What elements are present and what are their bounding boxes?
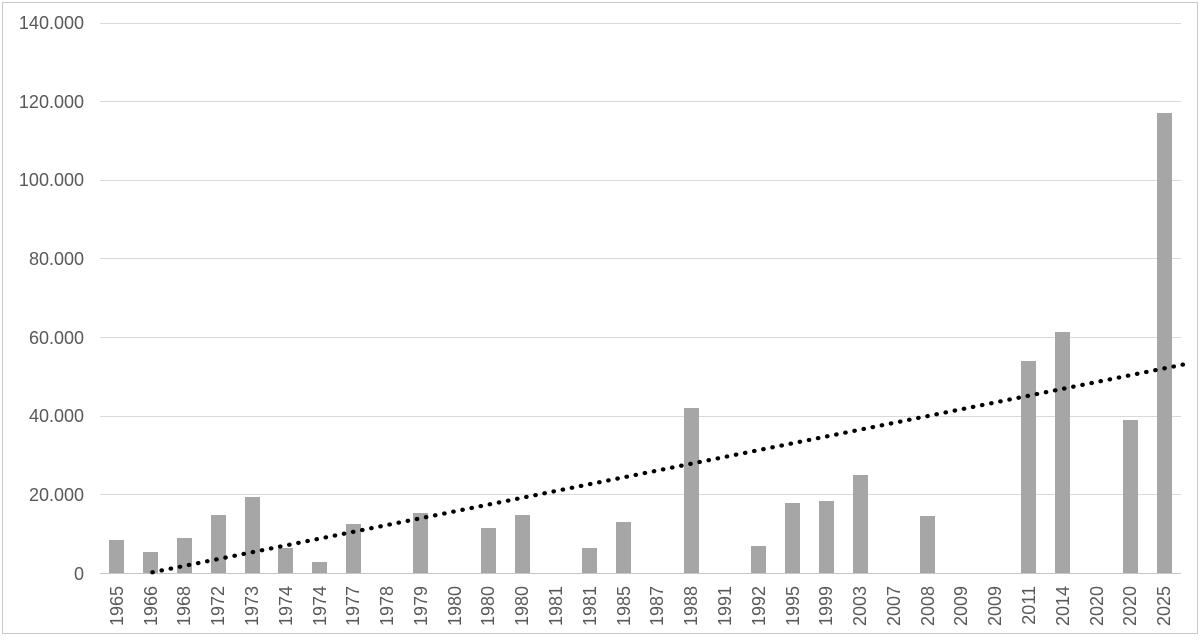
bar-1980-11 [480,528,496,574]
gridline [100,415,1181,417]
gridline [100,337,1181,339]
bar-2011-27 [1021,361,1037,574]
bar-1985-15 [616,522,632,574]
bar-1992-19 [751,545,767,574]
gridline [100,179,1181,181]
y-tick-label: 20.000 [28,484,84,505]
gridline [100,101,1181,103]
bar-2003-22 [852,475,868,574]
bar-2014-28 [1055,331,1071,574]
y-tick-label: 80.000 [28,248,84,269]
gridline [100,494,1181,496]
y-tick-label: 60.000 [28,327,84,348]
y-tick-label: 100.000 [18,170,84,191]
y-tick-label: 120.000 [18,91,84,112]
bar-1981-14 [582,547,598,574]
bar-1980-12 [514,514,530,574]
gridline [100,22,1181,24]
bar-1979-9 [413,512,429,574]
bar-2020-30 [1122,420,1138,574]
bar-1988-17 [683,408,699,574]
y-tick-label: 0 [73,563,84,584]
bar-1995-20 [785,502,801,574]
x-axis-line [100,573,1181,574]
bar-1977-7 [345,524,361,574]
y-tick-label: 140.000 [18,13,84,33]
bar-1973-4 [244,496,260,574]
bar-1974-5 [278,547,294,574]
trendline-path [150,362,1187,575]
bar-1965-0 [109,540,125,574]
bar-1966-1 [143,551,159,574]
bar-1999-21 [818,500,834,574]
bar-1974-6 [312,561,328,574]
bar-2008-24 [920,516,936,574]
y-tick-label: 40.000 [28,406,84,427]
bar-2025-31 [1156,113,1172,574]
gridline [100,258,1181,260]
